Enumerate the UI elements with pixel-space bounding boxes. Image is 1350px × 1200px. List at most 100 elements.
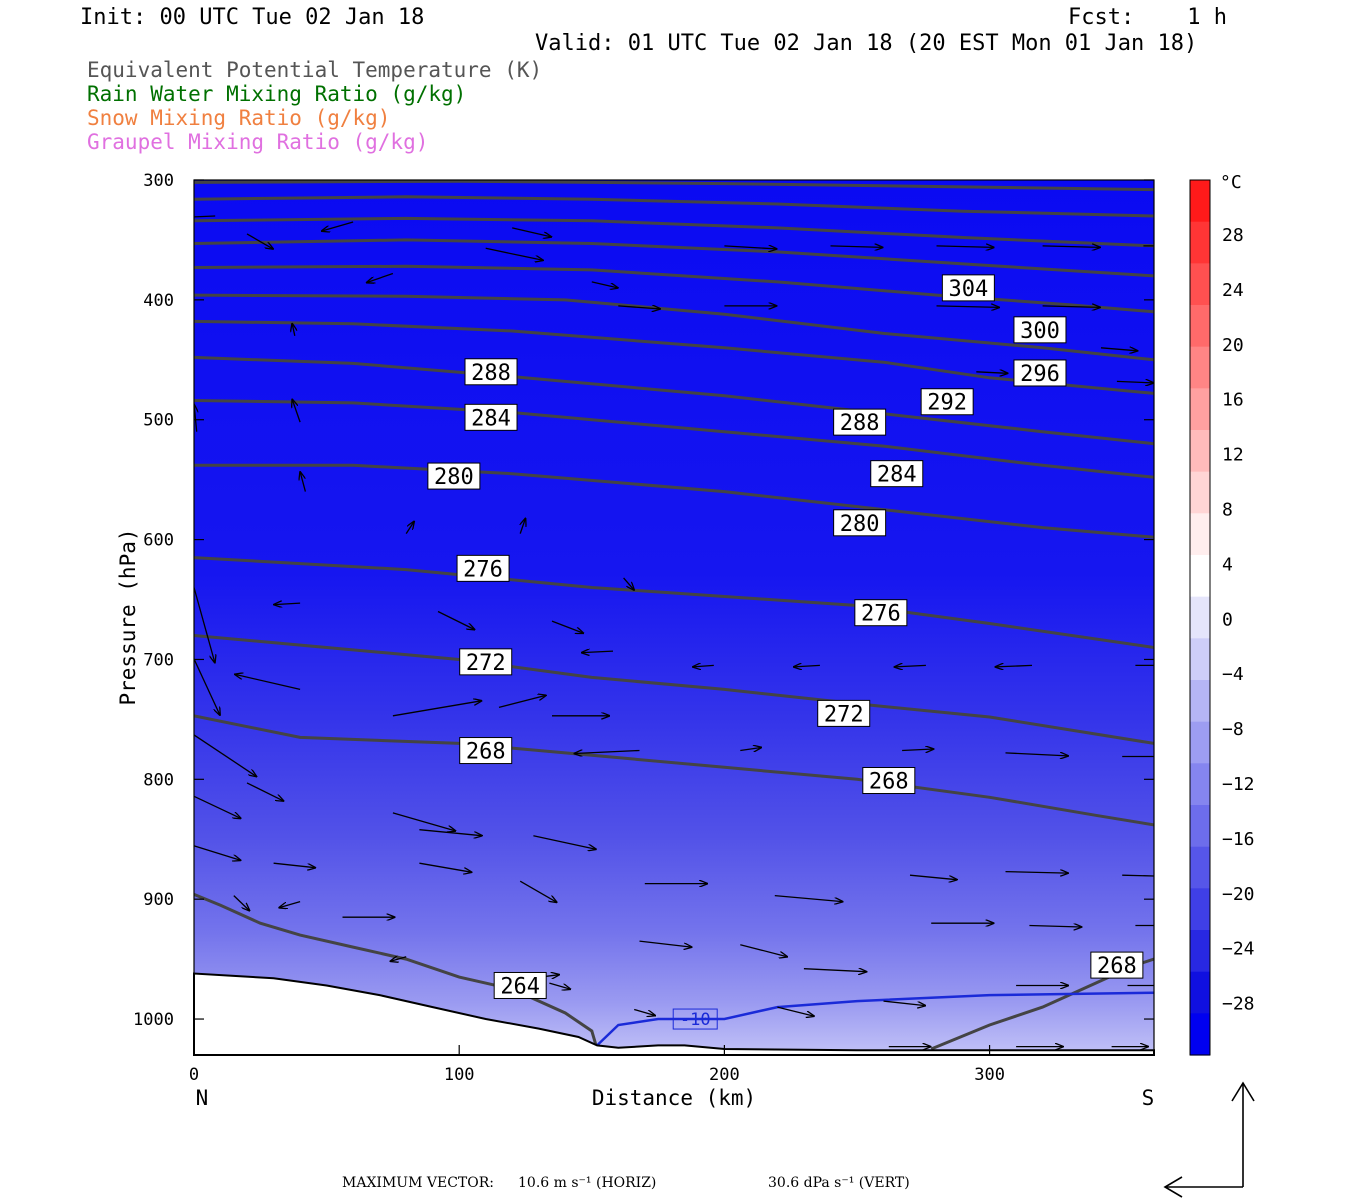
contour-label: 272 (459, 648, 513, 676)
wind-vector (194, 657, 220, 716)
wind-vector (575, 751, 640, 754)
svg-text:304: 304 (948, 277, 988, 302)
colorbar-swatch (1190, 263, 1210, 306)
svg-text:284: 284 (877, 463, 917, 488)
wind-vector (419, 862, 471, 872)
colorbar-swatch (1190, 221, 1210, 264)
y-tick-label: 300 (143, 171, 174, 191)
wind-vector (485, 247, 543, 260)
wind-vector (639, 940, 692, 947)
max-vector-label: MAXIMUM VECTOR: (342, 1175, 494, 1191)
contour-label: 268 (1090, 951, 1144, 979)
legend-rain: Rain Water Mixing Ratio (g/kg) (87, 82, 467, 106)
wind-vector (292, 324, 295, 336)
wind-vector (1042, 246, 1100, 248)
svg-text:288: 288 (840, 411, 880, 436)
svg-text:268: 268 (466, 740, 506, 765)
contour-label: 284 (464, 403, 518, 431)
theta-e-contour-312 (194, 195, 1154, 218)
colorbar-swatch (1190, 596, 1210, 639)
wind-vector (194, 734, 257, 776)
x-axis-title: Distance (km) (592, 1086, 756, 1110)
theta-e-contour-268 (194, 714, 1154, 827)
contour-label: 288 (464, 358, 518, 386)
wind-vector (391, 957, 407, 962)
colorbar-unit: °C (1220, 172, 1242, 193)
legend-graupel: Graupel Mixing Ratio (g/kg) (87, 130, 429, 154)
wind-vector (274, 603, 301, 605)
theta-e-contour-284 (194, 399, 1154, 479)
wind-vector (883, 1000, 926, 1006)
wind-vector (693, 665, 714, 667)
wind-vector (582, 651, 614, 653)
wind-vector (533, 835, 595, 850)
wind-vector (194, 215, 216, 218)
svg-text:272: 272 (824, 702, 864, 727)
theta-e-contour-280 (194, 463, 1154, 539)
contour-label: 268 (862, 767, 916, 795)
colorbar-swatch (1190, 888, 1210, 931)
svg-text:272: 272 (466, 651, 506, 676)
wind-vector (194, 795, 240, 818)
wind-vector (936, 246, 994, 248)
wind-vector (895, 665, 926, 667)
contour-label: 304 (941, 274, 995, 302)
wind-vector (392, 701, 481, 717)
forecast-hour: Fcst: 1 h (1068, 5, 1227, 30)
north-label: N (196, 1086, 209, 1110)
colorbar-tick-label: −16 (1222, 829, 1255, 850)
colorbar-tick-label: 24 (1222, 280, 1244, 301)
plot-frame (193, 179, 1155, 1056)
colorbar-tick-label: −24 (1222, 939, 1255, 960)
colorbar-swatch (1190, 638, 1210, 681)
colorbar-swatch (1190, 471, 1210, 514)
wind-vector (273, 862, 316, 868)
contour-label: 280 (833, 509, 887, 537)
svg-text:292: 292 (927, 391, 967, 416)
svg-text:264: 264 (500, 974, 540, 999)
valid-time: Valid: 01 UTC Tue 02 Jan 18 (20 EST Mon … (535, 31, 1198, 56)
y-tick-label: 600 (143, 531, 174, 551)
colorbar-swatch (1190, 763, 1210, 806)
contour-label: 300 (1013, 316, 1067, 344)
legend-snow: Snow Mixing Ratio (g/kg) (87, 106, 391, 130)
wind-vector (235, 674, 301, 691)
contour-label: 268 (459, 737, 513, 765)
contour-label: 272 (817, 699, 871, 727)
colorbar-swatch (1190, 305, 1210, 348)
wind-vector (976, 372, 1007, 374)
theta-e-contour-304 (194, 238, 1154, 278)
wind-vector (996, 665, 1033, 667)
colorbar-swatch (1190, 513, 1210, 556)
y-tick-label: 1000 (133, 1010, 174, 1030)
colorbar-tick-label: −8 (1222, 719, 1244, 740)
y-tick-label: 400 (143, 291, 174, 311)
svg-text:288: 288 (471, 361, 511, 386)
wind-vector (794, 665, 820, 667)
contour-label: 284 (870, 460, 924, 488)
colorbar-swatch (1190, 805, 1210, 848)
wind-vector (549, 982, 570, 989)
svg-text:-10: -10 (680, 1010, 711, 1030)
wind-vector (279, 900, 301, 908)
wind-vector (591, 281, 618, 288)
wind-vector (322, 221, 354, 231)
colorbar-tick-label: −12 (1222, 774, 1255, 795)
terrain (193, 972, 1155, 1056)
colorbar-swatch (1190, 346, 1210, 389)
wind-vector (194, 845, 241, 860)
theta-e-contour-264 (194, 893, 599, 1050)
svg-text:268: 268 (869, 770, 909, 795)
wind-vector (634, 1008, 655, 1016)
temperature-field (194, 180, 1154, 1055)
wind-vector (774, 894, 843, 902)
wind-vector (902, 749, 933, 751)
isotherm-label: -10 (672, 1008, 718, 1030)
colorbar-swatch (1190, 846, 1210, 889)
theta-e-contour-292 (194, 319, 1154, 395)
contour-label: 296 (1013, 359, 1067, 387)
colorbar-swatch (1190, 180, 1210, 223)
svg-text:296: 296 (1020, 362, 1060, 387)
wind-vector (1100, 348, 1137, 351)
contour-label: 280 (427, 462, 481, 490)
